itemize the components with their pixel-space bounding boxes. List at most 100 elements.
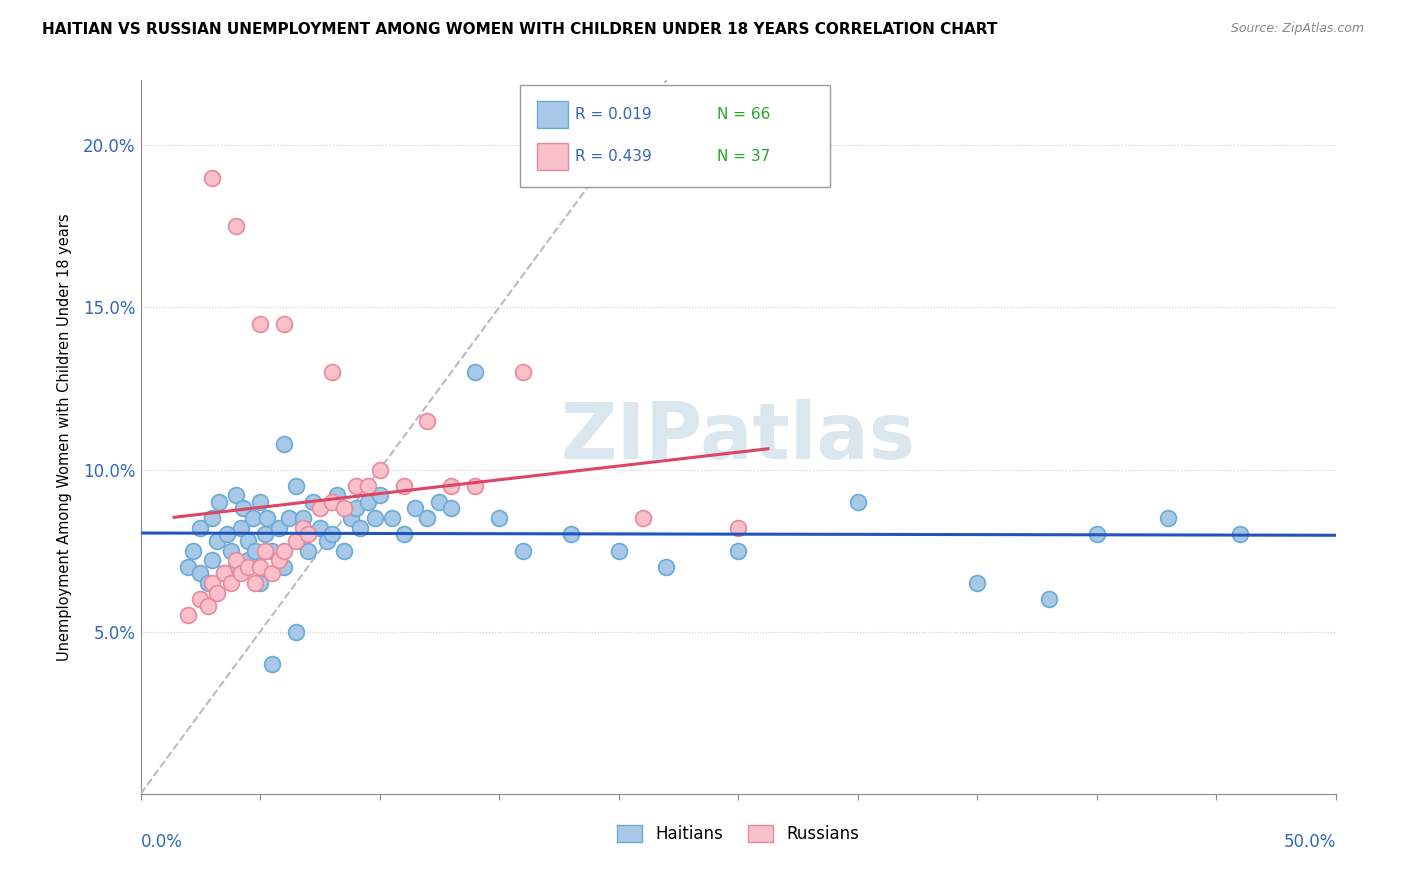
Point — [232, 501, 254, 516]
Point — [177, 608, 200, 623]
Point — [333, 543, 356, 558]
Point — [249, 317, 271, 331]
Point — [214, 566, 236, 581]
Point — [201, 170, 224, 185]
Point — [846, 495, 869, 509]
Text: 0.0%: 0.0% — [141, 833, 183, 851]
Point — [236, 533, 259, 548]
Point — [181, 543, 204, 558]
Text: 50.0%: 50.0% — [1284, 833, 1336, 851]
Point — [262, 566, 284, 581]
Point — [225, 219, 247, 234]
Text: Source: ZipAtlas.com: Source: ZipAtlas.com — [1230, 22, 1364, 36]
Point — [560, 527, 582, 541]
Point — [245, 576, 267, 591]
Point — [727, 543, 749, 558]
Point — [427, 495, 450, 509]
Point — [221, 543, 243, 558]
Point — [256, 511, 278, 525]
Point — [344, 501, 367, 516]
Point — [405, 501, 427, 516]
Point — [205, 533, 228, 548]
Point — [316, 533, 339, 548]
Point — [309, 501, 332, 516]
Point — [205, 586, 228, 600]
Point — [249, 576, 271, 591]
Point — [188, 521, 212, 535]
Text: ZIPatlas: ZIPatlas — [561, 399, 915, 475]
Point — [325, 488, 347, 502]
Point — [273, 436, 295, 450]
Point — [177, 559, 200, 574]
Point — [440, 479, 463, 493]
Point — [309, 521, 332, 535]
Legend: Haitians, Russians: Haitians, Russians — [610, 818, 866, 850]
Point — [229, 521, 252, 535]
Point — [655, 559, 678, 574]
Point — [201, 511, 224, 525]
Point — [488, 511, 510, 525]
Point — [357, 479, 380, 493]
Point — [253, 543, 276, 558]
Point — [277, 511, 299, 525]
Point — [301, 495, 323, 509]
Point — [225, 553, 247, 567]
Point — [201, 576, 224, 591]
Point — [245, 543, 267, 558]
Point — [392, 527, 415, 541]
Point — [607, 543, 630, 558]
Point — [380, 511, 404, 525]
Point — [292, 511, 315, 525]
Point — [197, 576, 219, 591]
Point — [357, 495, 380, 509]
Point — [1229, 527, 1251, 541]
Point — [368, 462, 391, 476]
Y-axis label: Unemployment Among Women with Children Under 18 years: Unemployment Among Women with Children U… — [58, 213, 72, 661]
Point — [229, 566, 252, 581]
Point — [262, 543, 284, 558]
Point — [727, 521, 749, 535]
Point — [242, 511, 264, 525]
Point — [253, 527, 276, 541]
Point — [292, 521, 315, 535]
Point — [262, 657, 284, 672]
Text: HAITIAN VS RUSSIAN UNEMPLOYMENT AMONG WOMEN WITH CHILDREN UNDER 18 YEARS CORRELA: HAITIAN VS RUSSIAN UNEMPLOYMENT AMONG WO… — [42, 22, 997, 37]
Point — [464, 479, 486, 493]
Point — [340, 511, 363, 525]
Point — [269, 553, 291, 567]
Point — [440, 501, 463, 516]
Point — [464, 365, 486, 379]
Point — [333, 501, 356, 516]
Point — [512, 365, 534, 379]
Point — [321, 527, 343, 541]
Point — [284, 479, 308, 493]
Point — [236, 559, 259, 574]
Point — [188, 566, 212, 581]
Point — [392, 479, 415, 493]
Point — [225, 559, 247, 574]
Point — [297, 527, 319, 541]
Point — [188, 592, 212, 607]
Point — [269, 521, 291, 535]
Point — [236, 553, 259, 567]
Text: R = 0.019: R = 0.019 — [575, 107, 651, 121]
Point — [416, 511, 439, 525]
Point — [197, 599, 219, 613]
Point — [512, 543, 534, 558]
Point — [273, 559, 295, 574]
Point — [284, 624, 308, 639]
Point — [249, 495, 271, 509]
Point — [273, 317, 295, 331]
Point — [1157, 511, 1180, 525]
Point — [273, 543, 295, 558]
Point — [966, 576, 988, 591]
Point — [214, 566, 236, 581]
Point — [290, 533, 312, 548]
Text: R = 0.439: R = 0.439 — [575, 149, 652, 164]
Point — [631, 511, 654, 525]
Point — [368, 488, 391, 502]
Text: N = 37: N = 37 — [717, 149, 770, 164]
Point — [364, 511, 387, 525]
Point — [344, 479, 367, 493]
Point — [1038, 592, 1060, 607]
